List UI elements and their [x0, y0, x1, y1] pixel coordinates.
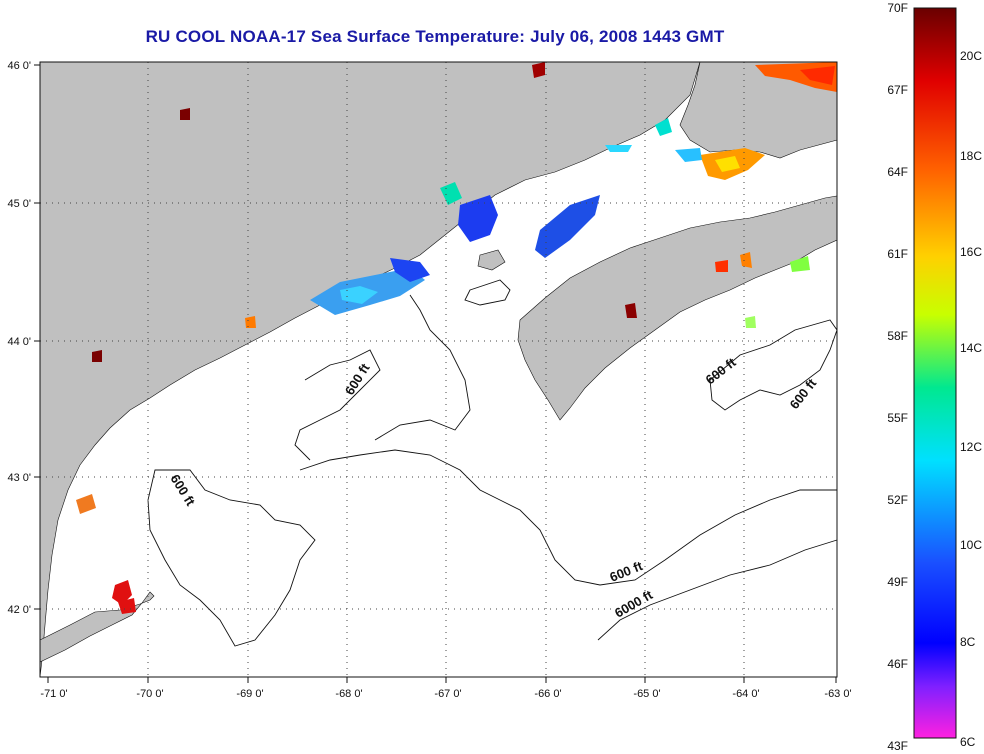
- lon-label: -67 0': [434, 688, 461, 700]
- c-label: 12C: [960, 440, 982, 454]
- lon-label: -66 0': [534, 688, 561, 700]
- axis-ticks: [34, 64, 837, 683]
- f-label: 52F: [887, 493, 908, 507]
- lon-label: -68 0': [335, 688, 362, 700]
- lon-label: -64 0': [732, 688, 759, 700]
- lon-label: -69 0': [236, 688, 263, 700]
- colorbar-c-labels: 20C 18C 16C 14C 12C 10C 8C 6C: [960, 49, 982, 749]
- graticule: [40, 62, 837, 677]
- f-label: 49F: [887, 575, 908, 589]
- lat-label: 44 0': [7, 336, 31, 348]
- depth-contours: [147, 279, 838, 647]
- sst-patches: [76, 62, 837, 614]
- lon-labels: -71 0' -70 0' -69 0' -68 0' -67 0' -66 0…: [40, 688, 851, 700]
- f-label: 43F: [887, 739, 908, 753]
- land-mainland: [39, 61, 701, 678]
- chart-title: RU COOL NOAA-17 Sea Surface Temperature:…: [145, 27, 725, 46]
- c-label: 8C: [960, 635, 976, 649]
- f-label: 58F: [887, 329, 908, 343]
- colorbar: [913, 7, 957, 739]
- lat-labels: 46 0' 45 0' 44 0' 43 0' 42 0': [7, 60, 31, 616]
- c-label: 16C: [960, 245, 982, 259]
- f-label: 67F: [887, 83, 908, 97]
- c-label: 20C: [960, 49, 982, 63]
- c-label: 18C: [960, 149, 982, 163]
- lat-label: 43 0': [7, 472, 31, 484]
- f-label: 70F: [887, 1, 908, 15]
- lon-label: -70 0': [136, 688, 163, 700]
- map-frame: [39, 61, 838, 678]
- lon-label: -71 0': [40, 688, 67, 700]
- lat-label: 42 0': [7, 604, 31, 616]
- colorbar-f-labels: 70F 67F 64F 61F 58F 55F 52F 49F 46F 43F: [887, 1, 908, 753]
- lon-label: -65 0': [633, 688, 660, 700]
- f-label: 64F: [887, 165, 908, 179]
- f-label: 46F: [887, 657, 908, 671]
- lat-label: 46 0': [7, 60, 31, 72]
- c-label: 14C: [960, 341, 982, 355]
- c-label: 6C: [960, 735, 976, 749]
- f-label: 55F: [887, 411, 908, 425]
- land-island: [477, 249, 506, 271]
- land: [39, 61, 838, 678]
- c-label: 10C: [960, 538, 982, 552]
- lat-label: 45 0': [7, 198, 31, 210]
- land-nova-scotia: [517, 195, 838, 421]
- f-label: 61F: [887, 247, 908, 261]
- lon-label: -63 0': [824, 688, 851, 700]
